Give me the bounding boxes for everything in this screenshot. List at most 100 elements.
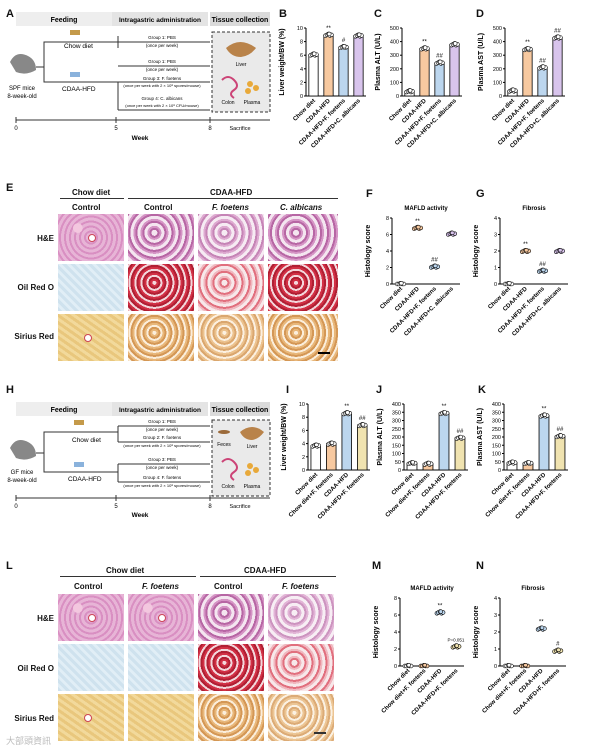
chart-f-ylabel: Histology score — [365, 225, 372, 278]
scheme-a-g4: Group 4: C. albicans — [141, 96, 183, 101]
chart-i-ytick-label: 10 — [299, 402, 305, 408]
scheme-h-t5: 5 — [114, 504, 118, 510]
scheme-a-plasma-icon-3 — [245, 88, 251, 94]
histo-l-hfd-header: CDAA-HFD — [244, 566, 287, 575]
chart-i-bar — [326, 443, 337, 471]
scheme-a-g2: Group 1: PBS — [148, 59, 176, 64]
chart-i-point — [329, 440, 335, 446]
chart-j-ytick-label: 0 — [398, 468, 401, 474]
chart-i-bar — [341, 412, 352, 471]
micrograph-sr-chow-control-l — [58, 694, 124, 741]
scheme-a-tissue-label: Tissue collection — [212, 17, 269, 24]
chart-i-point — [314, 442, 319, 447]
histo-l-col-1: F. foetens — [142, 582, 179, 591]
chart-d-point — [526, 46, 531, 51]
chart-g-ytick-label: 3 — [494, 233, 497, 239]
chart-b-bar — [308, 54, 319, 97]
chart-c-bar — [419, 48, 430, 97]
chart-c-ytick-label: 300 — [390, 53, 399, 59]
scheme-a-colon-icon — [221, 76, 238, 99]
chart-d-ytick-label: 300 — [493, 53, 502, 59]
chart-f-point — [450, 230, 455, 236]
micrograph-oro-chow-control — [58, 264, 124, 311]
chart-k-bar — [554, 435, 566, 471]
scheme-h-g4: Group 4: F. foetens — [143, 475, 182, 480]
chart-k-ytick-label: 100 — [492, 452, 501, 458]
micrograph-sr-hfd-calbicans — [268, 314, 338, 361]
chart-i-ylabel: Liver weight/BW (%) — [281, 403, 288, 470]
chart-b-ytick-label: 0 — [300, 94, 303, 100]
scheme-h-liver-icon — [240, 427, 264, 440]
scheme-h-g2: Group 2: F. foetens — [143, 435, 182, 440]
chart-i-sig-label: ** — [344, 404, 349, 410]
chart-n-ytick-label: 1 — [494, 647, 497, 653]
scheme-a-group-lines — [117, 36, 210, 111]
scheme-h-mouse-icon — [10, 440, 36, 460]
chart-c-point — [438, 59, 443, 65]
chart-k-sig-label: ## — [557, 427, 564, 433]
chart-c-ytick-label: 500 — [390, 26, 399, 32]
chart-i-ytick-label: 4 — [302, 442, 305, 448]
histo-e-row-2: Sirius Red — [14, 332, 54, 341]
chart-f-point — [399, 281, 404, 286]
scheme-h-chow-icon — [74, 420, 84, 425]
chart-j-ytick-label: 250 — [392, 427, 401, 433]
chart-m-ytick-label: 2 — [394, 647, 397, 653]
chart-d-point — [556, 34, 561, 39]
chart-b-sig-label: # — [342, 38, 346, 44]
chart-k-point — [542, 412, 547, 417]
chart-j-bar — [438, 412, 450, 471]
chart-j-sig-label: ## — [457, 429, 464, 435]
panel-letter-l: L — [6, 560, 13, 572]
chart-g-ytick-label: 0 — [494, 282, 497, 288]
histo-l-row-0: H&E — [37, 614, 54, 623]
chart-b-ytick-label: 2 — [300, 80, 303, 86]
scheme-a-hfd-label: CDAA-HFD — [62, 86, 96, 93]
chart-f-ytick-label: 2 — [386, 266, 389, 272]
chart-j-ytick-label: 400 — [392, 402, 401, 408]
chart-j-point — [442, 410, 447, 415]
panel-letter-k: K — [478, 384, 486, 396]
scheme-a-intragastric-band — [112, 12, 208, 26]
panel-letter-n: N — [476, 560, 484, 572]
chart-d-bar — [537, 67, 548, 97]
scheme-h-plasma-icon — [247, 463, 253, 469]
chart-c-point — [423, 45, 428, 50]
chart-g-title: Fibrosis — [522, 206, 546, 212]
scheme-a-feeding-label: Feeding — [51, 17, 78, 24]
chart-m-point — [406, 662, 411, 668]
scheme-a-sacrifice: Sacrifice — [229, 126, 250, 132]
scheme-a-g3: Group 3: F. foetens — [143, 76, 182, 81]
scheme-a-liver-label: Liver — [236, 62, 247, 68]
chart-m-ytick-label: 8 — [394, 596, 397, 602]
chart-d-ytick-label: 100 — [493, 80, 502, 86]
scheme-h-mice-label: GF mice — [11, 470, 34, 476]
panel-letter-f: F — [366, 188, 373, 200]
histo-e-chow-header: Chow diet — [72, 188, 111, 197]
chart-k-bar — [538, 415, 550, 471]
scheme-h-plasma-label: Plasma — [244, 484, 261, 490]
micrograph-he-chow-ffoetens-l — [128, 594, 194, 641]
chart-d-point — [511, 87, 516, 92]
scheme-a-age-label: 8-week-old — [7, 94, 36, 100]
histo-l-col-2: Control — [214, 582, 243, 591]
chart-b-sig-label: ** — [326, 26, 331, 32]
chart-k-ytick-label: 200 — [492, 435, 501, 441]
chart-m-title: MAFLD activity — [410, 586, 454, 592]
chart-i-ytick-label: 0 — [302, 468, 305, 474]
chart-m-ytick-label: 4 — [394, 630, 397, 636]
chart-d-ytick-label: 200 — [493, 67, 502, 73]
chart-n-sig-label: ** — [539, 620, 544, 626]
chart-i-bar — [310, 445, 321, 471]
chart-g-sig-label: ** — [523, 242, 528, 248]
chart-n-point — [556, 647, 561, 653]
scheme-h-feces-label: Feces — [217, 442, 231, 448]
chart-d-ytick-label: 500 — [493, 26, 502, 32]
scheme-a-g3b: (once per week with 2 × 10⁸ spores/mouse… — [123, 83, 201, 88]
chart-k-ylabel: Plasma AST (U/L) — [477, 408, 484, 466]
chart-f-point — [416, 224, 421, 230]
chart-k-sig-label: ** — [542, 407, 547, 413]
scheme-a-diagram: Feeding Intragastric administration Tiss… — [7, 12, 271, 142]
scheme-h-hfd-label: CDAA-HFD — [68, 476, 102, 483]
